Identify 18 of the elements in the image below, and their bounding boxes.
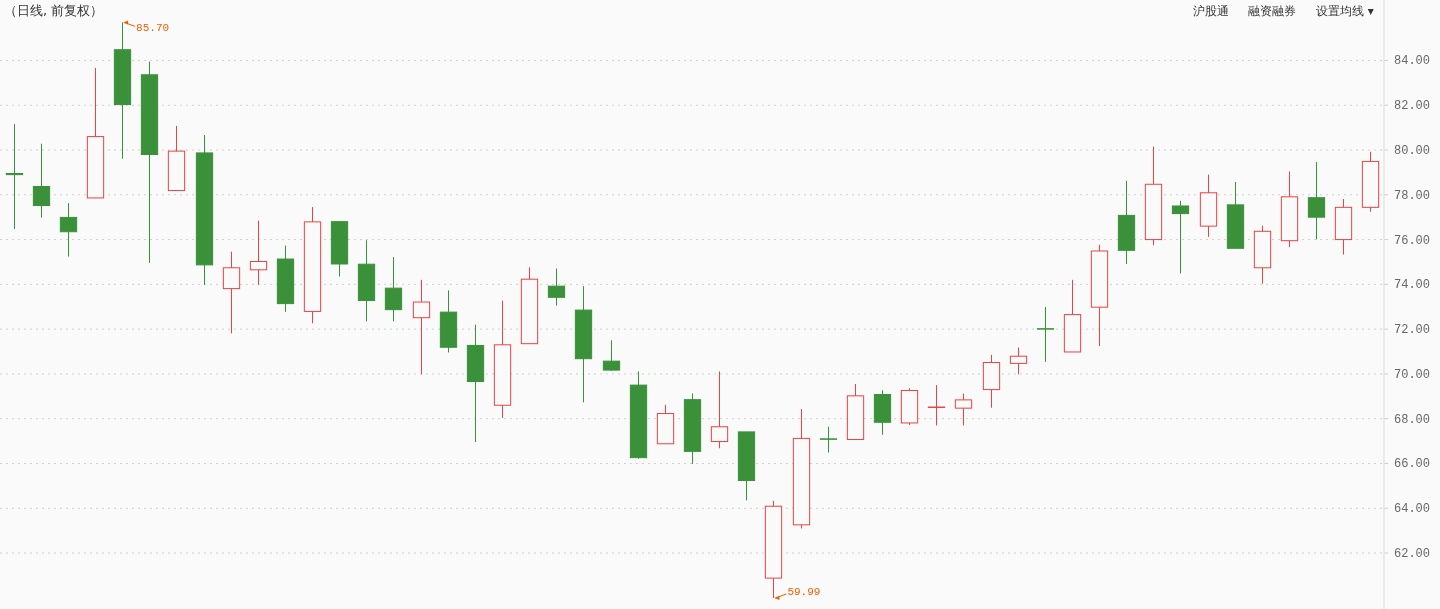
annotation: 59.99 (787, 586, 821, 599)
y-tick-label: 82.00 (1393, 99, 1430, 114)
y-tick-label: 64.00 (1393, 502, 1430, 517)
y-tick-label: 84.00 (1393, 54, 1430, 69)
annotation: 沪股通 (1193, 4, 1229, 18)
annotation: 85.70 (136, 22, 170, 35)
chart-title: （日线, 前复权） (4, 3, 104, 18)
y-tick-label: 66.00 (1393, 457, 1430, 472)
y-tick-label: 76.00 (1393, 233, 1430, 248)
y-tick-label: 68.00 (1393, 412, 1430, 427)
y-tick-label: 62.00 (1393, 547, 1430, 562)
annotation: 融资融券 (1248, 4, 1296, 18)
annotation: 设置均线 ▾ (1316, 4, 1374, 18)
y-tick-label: 78.00 (1393, 188, 1430, 203)
y-tick-label: 74.00 (1393, 278, 1430, 293)
y-tick-label: 72.00 (1393, 323, 1430, 338)
y-tick-label: 80.00 (1393, 144, 1430, 159)
y-tick-label: 70.00 (1393, 367, 1430, 382)
